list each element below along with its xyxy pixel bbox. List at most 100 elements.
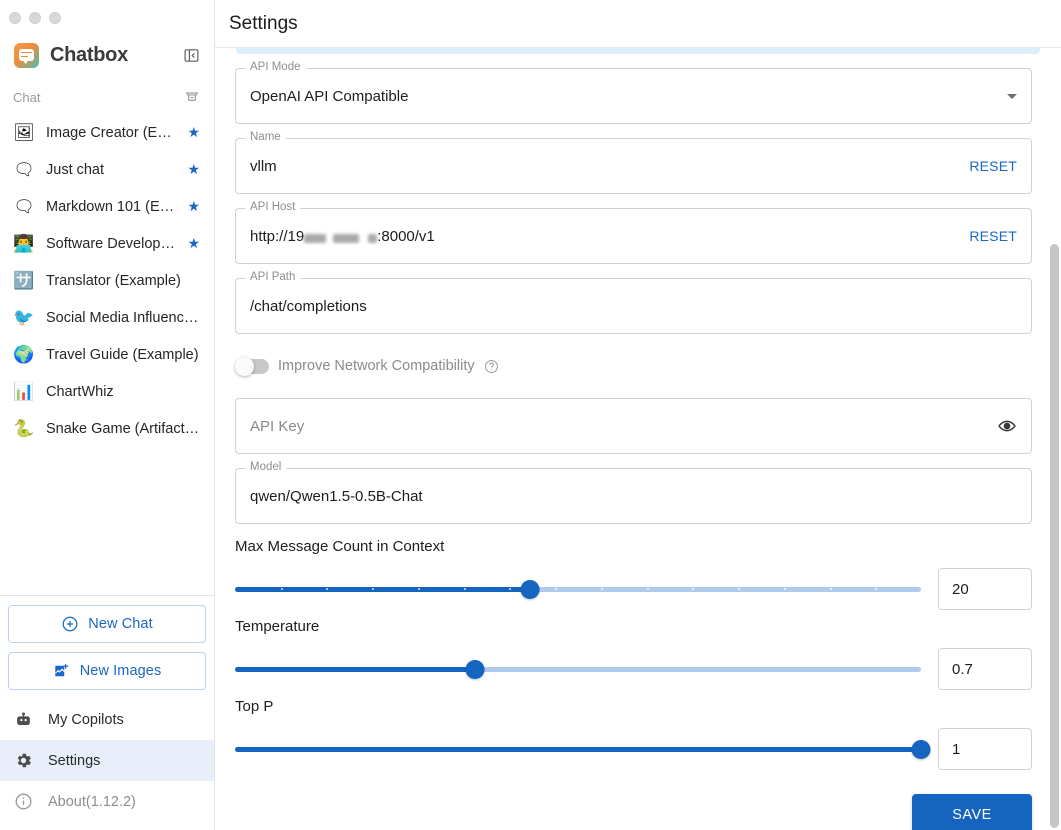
slider-value-input-max-message-count[interactable]: 20: [938, 568, 1032, 610]
nav-item-label: Settings: [48, 752, 101, 769]
star-icon[interactable]: ★: [187, 161, 200, 177]
api-key-input[interactable]: API Key: [250, 417, 305, 435]
sidebar-nav-about[interactable]: About(1.12.2): [0, 781, 214, 822]
slider-ticks: [235, 587, 921, 592]
star-icon[interactable]: ★: [187, 235, 200, 251]
chat-list-item[interactable]: 🌍 Travel Guide (Example): [0, 336, 214, 373]
settings-scrollbar[interactable]: [1047, 48, 1061, 830]
image-icon: 🖼: [13, 123, 35, 142]
new-chat-wrap: New Chat: [0, 596, 214, 643]
clear-chats-icon[interactable]: [184, 89, 200, 105]
api-host-field[interactable]: API Host http://19:8000/v1 RESET: [235, 201, 1032, 264]
slider-value-input-temperature[interactable]: 0.7: [938, 648, 1032, 690]
close-dot[interactable]: [9, 12, 21, 24]
api-path-input[interactable]: /chat/completions: [250, 297, 367, 315]
chat-section-header: Chat: [0, 82, 214, 112]
slider-track: [235, 666, 921, 672]
slider-track-fill: [235, 666, 476, 672]
sidebar-nav-settings[interactable]: Settings: [0, 740, 214, 781]
new-images-wrap: New Images: [0, 643, 214, 690]
brand-name: Chatbox: [50, 43, 128, 66]
chat-list-item[interactable]: 📊 ChartWhiz: [0, 373, 214, 410]
chat-list-item[interactable]: 🐦 Social Media Influencer …: [0, 299, 214, 336]
name-input[interactable]: vllm: [250, 157, 277, 175]
panel-collapse-icon[interactable]: [182, 46, 200, 64]
new-images-button[interactable]: New Images: [8, 652, 206, 690]
slider-thumb[interactable]: [911, 739, 931, 759]
chat-item-label: Snake Game (Artifact E…: [46, 420, 200, 437]
window-titlebar: [0, 0, 214, 36]
network-compatibility-toggle[interactable]: [235, 356, 269, 376]
slider-max-message-count[interactable]: [235, 574, 921, 604]
plus-circle-icon: [62, 616, 78, 632]
chat-bubble-icon: 🗨: [13, 197, 35, 216]
star-icon[interactable]: ★: [187, 198, 200, 214]
redacted-ip-block: [304, 233, 327, 243]
network-compatibility-label: Improve Network Compatibility: [278, 358, 475, 374]
api-mode-field[interactable]: API Mode OpenAI API Compatible: [235, 61, 1032, 124]
help-circle-icon[interactable]: [484, 359, 499, 374]
sidebar: Chatbox Chat 🖼 Image Creator (Ex… ★ 🗨 Just c…: [0, 0, 215, 830]
model-input[interactable]: qwen/Qwen1.5-0.5B-Chat: [250, 487, 423, 505]
slider-thumb[interactable]: [465, 659, 485, 679]
chevron-down-icon[interactable]: [1007, 93, 1017, 99]
api-path-field[interactable]: API Path /chat/completions: [235, 271, 1032, 334]
api-host-input[interactable]: http://19:8000/v1: [250, 228, 969, 245]
model-field[interactable]: Model qwen/Qwen1.5-0.5B-Chat: [235, 461, 1032, 524]
scrollbar-thumb[interactable]: [1050, 244, 1059, 828]
slider-top-p[interactable]: [235, 734, 931, 764]
sidebar-nav-my-copilots[interactable]: My Copilots: [0, 699, 214, 740]
scrolled-off-tab-indicator: [236, 48, 1040, 54]
new-chat-label: New Chat: [88, 616, 153, 632]
sidebar-divider: [0, 595, 214, 596]
minimize-dot[interactable]: [29, 12, 41, 24]
chat-list-item[interactable]: 🗨 Just chat ★: [0, 151, 214, 188]
slider-track-fill: [235, 746, 921, 752]
chat-list-item[interactable]: 🖼 Image Creator (Ex… ★: [0, 114, 214, 151]
nav-item-label: My Copilots: [48, 711, 124, 728]
slider-value-input-top-p[interactable]: 1: [938, 728, 1032, 770]
chat-list-item[interactable]: 🈂️ Translator (Example): [0, 262, 214, 299]
save-button[interactable]: SAVE: [912, 794, 1032, 830]
chart-emoji: 📊: [13, 382, 35, 401]
info-icon: [14, 792, 33, 811]
slider-group-top-p: Top P 1: [235, 698, 1032, 770]
gear-icon: [14, 751, 33, 770]
chat-item-label: ChartWhiz: [46, 383, 114, 400]
api-key-field[interactable]: API Key: [235, 398, 1032, 454]
chat-list-item[interactable]: 👨‍💻 Software Develop… ★: [0, 225, 214, 262]
chat-list: 🖼 Image Creator (Ex… ★ 🗨 Just chat ★ 🗨 Markdown…: [0, 114, 214, 447]
slider-temperature[interactable]: [235, 654, 921, 684]
chat-bubble-icon: 🗨: [13, 160, 35, 179]
new-images-label: New Images: [79, 663, 162, 679]
travel-globe-emoji: 🌍: [13, 345, 35, 364]
chat-section-label: Chat: [13, 89, 41, 105]
snake-game-emoji: 🐍: [13, 419, 35, 438]
redacted-ip-block: [368, 233, 378, 243]
chat-list-item[interactable]: 🐍 Snake Game (Artifact E…: [0, 410, 214, 447]
api-path-legend: API Path: [245, 271, 301, 283]
new-chat-button[interactable]: New Chat: [8, 605, 206, 643]
api-host-reset-button[interactable]: RESET: [969, 228, 1017, 244]
slider-group-temperature: Temperature 0.7: [235, 618, 1032, 690]
slider-ticks: [235, 747, 921, 752]
star-icon[interactable]: ★: [187, 124, 200, 140]
settings-scroll-area[interactable]: API Mode OpenAI API Compatible Name vllm…: [215, 48, 1061, 830]
sidebar-nav: My Copilots Settings About(1.12.2): [0, 690, 214, 830]
slider-ticks: [235, 667, 921, 672]
name-field[interactable]: Name vllm RESET: [235, 131, 1032, 194]
slider-track: [235, 586, 921, 592]
slider-label: Max Message Count in Context: [235, 538, 445, 555]
chat-list-item[interactable]: 🗨 Markdown 101 (Ex… ★: [0, 188, 214, 225]
chat-item-label: Translator (Example): [46, 272, 181, 289]
name-reset-button[interactable]: RESET: [969, 158, 1017, 174]
translator-emoji: 🈂️: [13, 271, 35, 290]
chat-item-label: Just chat: [46, 161, 105, 178]
maximize-dot[interactable]: [49, 12, 61, 24]
api-mode-value: OpenAI API Compatible: [250, 87, 409, 105]
slider-thumb[interactable]: [520, 579, 540, 599]
name-legend: Name: [245, 131, 286, 143]
redacted-ip-block: [333, 233, 360, 243]
slider-label: Top P: [235, 698, 274, 715]
eye-icon[interactable]: [997, 416, 1017, 436]
